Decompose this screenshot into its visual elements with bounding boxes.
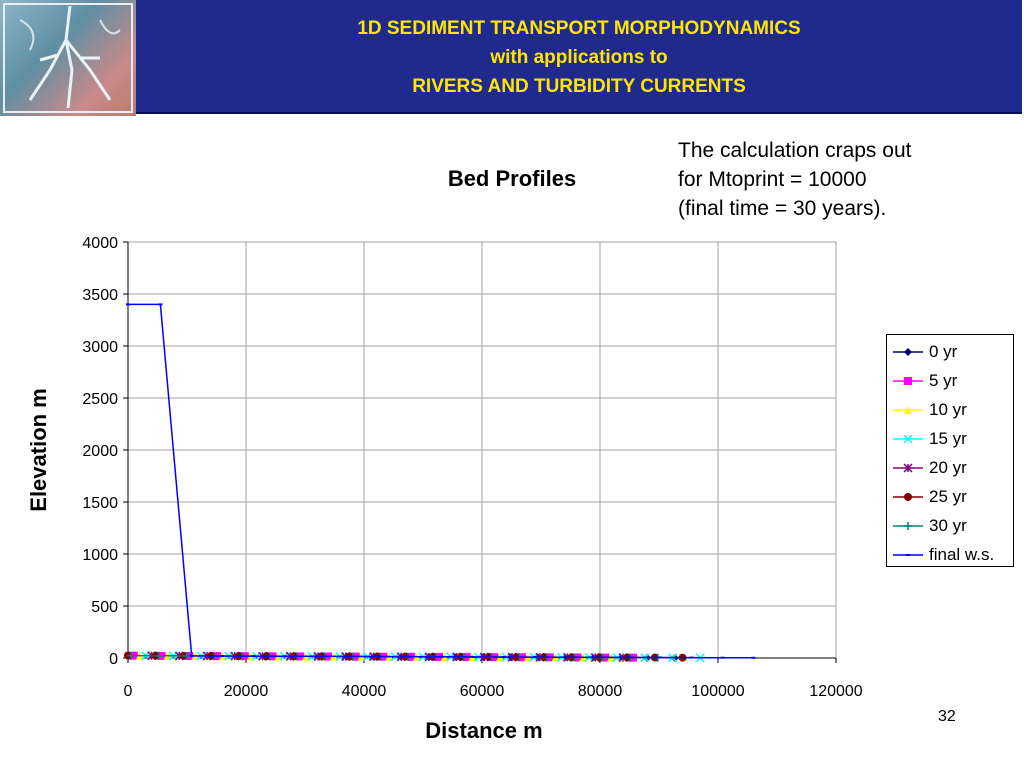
data-point: [408, 655, 413, 658]
x-axis-ticks: 0 20000 40000 60000 80000 100000 120000: [124, 658, 863, 700]
data-point: [439, 655, 444, 658]
legend-marker: [904, 493, 912, 501]
y-tick-label: 3000: [82, 339, 118, 356]
data-point: [689, 656, 694, 659]
legend-marker: [906, 554, 910, 556]
delta-logo-image: [0, 0, 136, 116]
y-tick-label: 500: [91, 599, 118, 616]
legend-label: 10 yr: [929, 400, 967, 419]
y-tick-label: 4000: [82, 235, 118, 252]
x-tick-label: 120000: [809, 683, 862, 700]
chart-title: Bed Profiles: [447, 166, 577, 191]
header-title-line-1: 1D SEDIMENT TRANSPORT MORPHODYNAMICS: [357, 18, 801, 39]
legend-item: 25 yr: [891, 486, 1011, 508]
legend-marker: [904, 522, 912, 530]
legend-item: 30 yr: [891, 515, 1011, 537]
data-point: [314, 655, 319, 658]
data-point: [470, 655, 475, 658]
data-point: [189, 654, 194, 657]
data-point: [154, 651, 163, 660]
data-point: [751, 656, 756, 659]
legend-label: 25 yr: [929, 487, 967, 506]
series-layer: [124, 303, 756, 663]
legend-label: 30 yr: [929, 516, 967, 535]
note-line-1: The calculation craps out: [678, 139, 912, 162]
legend-swatch: [893, 554, 923, 556]
y-axis-ticks: 0 500 1000 1500 2000 2500 3000 3500 4000: [82, 235, 128, 668]
y-axis-label: Elevation m: [26, 388, 51, 511]
note-line-3: (final time = 30 years).: [678, 197, 887, 220]
x-tick-label: 60000: [460, 683, 505, 700]
data-point: [501, 655, 506, 658]
legend-swatch: [893, 406, 923, 414]
y-tick-label: 1000: [82, 547, 118, 564]
legend-swatch: [893, 434, 923, 444]
gridlines: [128, 241, 837, 658]
data-point: [282, 655, 287, 658]
x-tick-label: 80000: [578, 683, 623, 700]
data-point: [345, 655, 350, 658]
y-tick-label: 0: [109, 651, 118, 668]
legend-label: 20 yr: [929, 458, 967, 477]
legend-swatch: [893, 522, 923, 530]
data-point: [658, 656, 663, 659]
legend-swatch: [893, 463, 923, 473]
x-axis-label: Distance m: [425, 718, 542, 743]
legend-marker: [904, 377, 912, 385]
legend-label: final w.s.: [929, 545, 995, 564]
data-point: [720, 656, 725, 659]
data-point: [220, 655, 225, 658]
x-tick-label: 40000: [342, 683, 387, 700]
legend-item: 20 yr: [891, 457, 1011, 479]
header-banner: 1D SEDIMENT TRANSPORT MORPHODYNAMICS wit…: [0, 0, 1024, 116]
legend-item: final w.s.: [891, 544, 1011, 566]
legend-swatch: [893, 348, 923, 356]
header-band: [136, 0, 1022, 114]
chart-legend: 0 yr 5 yr 10 yr 15 yr 20 yr 25 yr 30 yr final w…: [886, 334, 1014, 567]
legend-marker: [904, 348, 912, 356]
y-tick-label: 1500: [82, 495, 118, 512]
x-tick-label: 100000: [691, 683, 744, 700]
x-tick-label: 0: [124, 683, 133, 700]
x-tick-label: 20000: [224, 683, 269, 700]
page-number: 32: [938, 708, 956, 725]
data-point: [126, 651, 135, 660]
legend-swatch: [893, 377, 923, 385]
note-text: The calculation craps out for Mtoprint =…: [678, 136, 1008, 223]
header-title-line-3: RIVERS AND TURBIDITY CURRENTS: [412, 76, 746, 97]
data-point: [158, 303, 163, 306]
data-point: [595, 656, 600, 659]
legend-marker: [903, 434, 913, 444]
legend-item: 5 yr: [891, 370, 1011, 392]
legend-label: 15 yr: [929, 429, 967, 448]
y-tick-label: 2500: [82, 391, 118, 408]
data-point: [564, 656, 569, 659]
legend-item: 15 yr: [891, 428, 1011, 450]
legend-label: 0 yr: [929, 342, 958, 361]
header-title: 1D SEDIMENT TRANSPORT MORPHODYNAMICS wit…: [136, 14, 1022, 101]
legend-item: 10 yr: [891, 399, 1011, 421]
legend-item: 0 yr: [891, 341, 1011, 363]
legend-swatch: [893, 493, 923, 501]
series-final-w-s: [126, 303, 756, 659]
legend-marker: [904, 406, 912, 414]
river-delta-icon: [3, 3, 133, 113]
data-point: [376, 655, 381, 658]
header-title-line-2: with applications to: [490, 47, 668, 68]
legend-marker: [903, 463, 913, 473]
y-tick-label: 2000: [82, 443, 118, 460]
note-line-2: for Mtoprint = 10000: [678, 168, 867, 191]
legend-label: 5 yr: [929, 371, 958, 390]
y-tick-label: 3500: [82, 287, 118, 304]
data-point: [626, 656, 631, 659]
data-point: [182, 652, 191, 661]
data-point: [533, 656, 538, 659]
data-point: [126, 303, 130, 306]
data-point: [251, 655, 256, 658]
